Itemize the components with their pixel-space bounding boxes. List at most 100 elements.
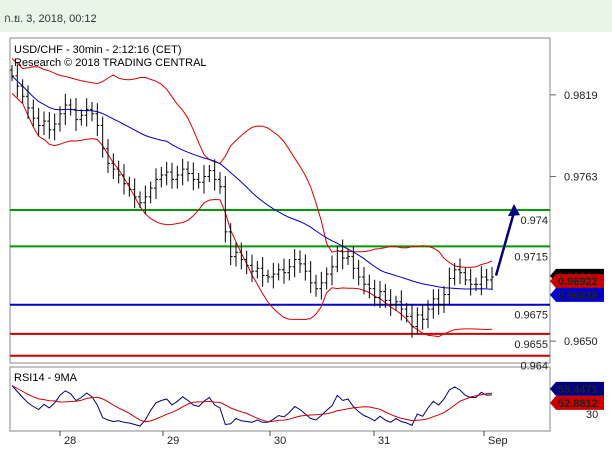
candle-12 xyxy=(74,98,78,131)
candle-64 xyxy=(351,245,356,280)
price-tag-label: 0.96838 xyxy=(558,290,598,302)
candle-65 xyxy=(356,259,361,286)
rsi-tag-box xyxy=(550,381,604,396)
candle-57 xyxy=(314,274,318,297)
candle-50 xyxy=(276,263,281,281)
rsi-line xyxy=(11,385,493,427)
candle-62 xyxy=(340,239,345,270)
candle-75 xyxy=(410,305,414,338)
candle-32 xyxy=(180,158,185,186)
candle-89 xyxy=(484,268,489,289)
candle-61 xyxy=(335,245,340,273)
candle-8 xyxy=(52,113,57,141)
candle-74 xyxy=(404,302,409,323)
candle-38 xyxy=(212,159,217,191)
level-label-0: 0.974 xyxy=(520,215,548,227)
rsi-tag-0: 55.4471 xyxy=(550,381,604,396)
candle-66 xyxy=(362,266,366,295)
candle-36 xyxy=(202,165,206,194)
level-label-4: 0.964 xyxy=(520,361,548,373)
y-tick-label-0: 0.9819 xyxy=(564,90,598,102)
forecast-arrow-head xyxy=(508,204,520,217)
candle-54 xyxy=(298,250,302,274)
candle-45 xyxy=(250,254,254,282)
candle-13 xyxy=(79,109,84,126)
candle-60 xyxy=(330,255,334,286)
candle-44 xyxy=(244,250,249,275)
candle-90 xyxy=(490,266,494,291)
candle-41 xyxy=(228,223,233,266)
candle-16 xyxy=(95,103,100,137)
y-tick-label-2: 0.9650 xyxy=(564,336,598,348)
rsi-tag-box xyxy=(550,395,604,410)
bollinger-upper-line xyxy=(11,58,493,268)
candle-47 xyxy=(260,257,265,287)
candle-88 xyxy=(479,266,484,296)
candle-86 xyxy=(468,268,473,296)
timestamp: ก.ย. 3, 2018, 00:12 xyxy=(4,13,97,25)
candle-55 xyxy=(303,254,308,281)
candle-10 xyxy=(63,93,68,125)
candle-22 xyxy=(127,176,132,197)
candle-43 xyxy=(239,242,244,270)
candle-81 xyxy=(442,286,446,314)
price-tag-box xyxy=(550,287,604,302)
level-label-2: 0.9675 xyxy=(514,310,548,322)
level-label-3: 0.9655 xyxy=(514,339,548,351)
x-tick-label-3: 31 xyxy=(378,435,390,447)
candle-4 xyxy=(31,99,36,127)
candle-14 xyxy=(84,98,89,127)
candle-29 xyxy=(164,161,169,186)
candle-69 xyxy=(378,280,382,309)
candle-1 xyxy=(15,64,20,98)
candle-58 xyxy=(319,271,324,300)
candle-52 xyxy=(287,258,292,281)
candle-40 xyxy=(223,175,228,243)
x-tick-label-0: 28 xyxy=(64,435,76,447)
candle-46 xyxy=(255,260,260,279)
candle-9 xyxy=(58,106,62,132)
candle-70 xyxy=(383,284,388,308)
candle-25 xyxy=(143,185,148,215)
rsi-tag-label: 52.8812 xyxy=(558,398,598,410)
candle-67 xyxy=(367,274,372,299)
x-tick-label-4: Sep xyxy=(488,435,508,447)
candle-82 xyxy=(447,267,452,306)
candle-31 xyxy=(175,165,180,189)
candle-17 xyxy=(100,116,105,158)
candle-48 xyxy=(266,269,270,283)
chart-subtitle: Research © 2018 TRADING CENTRAL xyxy=(14,57,207,69)
candle-0 xyxy=(10,64,14,82)
candle-20 xyxy=(116,160,121,184)
rsi-panel xyxy=(9,366,551,432)
candle-71 xyxy=(388,289,393,316)
candle-35 xyxy=(196,172,201,189)
candle-78 xyxy=(426,300,430,329)
candle-68 xyxy=(372,279,377,307)
rsi-title: RSI14 - 9MA xyxy=(14,372,78,384)
candle-79 xyxy=(431,289,436,319)
candle-77 xyxy=(420,304,425,330)
candle-51 xyxy=(282,258,286,284)
candle-37 xyxy=(207,164,212,183)
timestamp-bar: ก.ย. 3, 2018, 00:12 xyxy=(0,0,612,32)
candle-49 xyxy=(271,262,276,289)
forecast-arrow xyxy=(494,204,520,276)
candle-56 xyxy=(308,260,313,294)
candle-27 xyxy=(154,168,158,200)
candle-33 xyxy=(186,161,190,182)
rsi-ma-line xyxy=(11,385,493,423)
price-tag-2: 0.96838 xyxy=(550,287,604,302)
x-tick-label-2: 30 xyxy=(274,435,286,447)
price-axis: 0.9819 0.9763 0.9650 xyxy=(550,90,598,348)
candle-28 xyxy=(159,166,164,188)
candle-3 xyxy=(26,85,30,119)
x-tick-label-1: 29 xyxy=(167,435,179,447)
time-axis: 28 29 30 31 Sep xyxy=(59,431,508,447)
price-chart: 0.974 0.9715 0.9675 0.9655 0.964 0.9819 0.976… xyxy=(0,32,612,458)
candle-83 xyxy=(452,262,457,286)
rsi-tag-label: 55.4471 xyxy=(558,384,598,396)
candle-11 xyxy=(68,98,73,116)
price-tag-box xyxy=(550,274,604,289)
